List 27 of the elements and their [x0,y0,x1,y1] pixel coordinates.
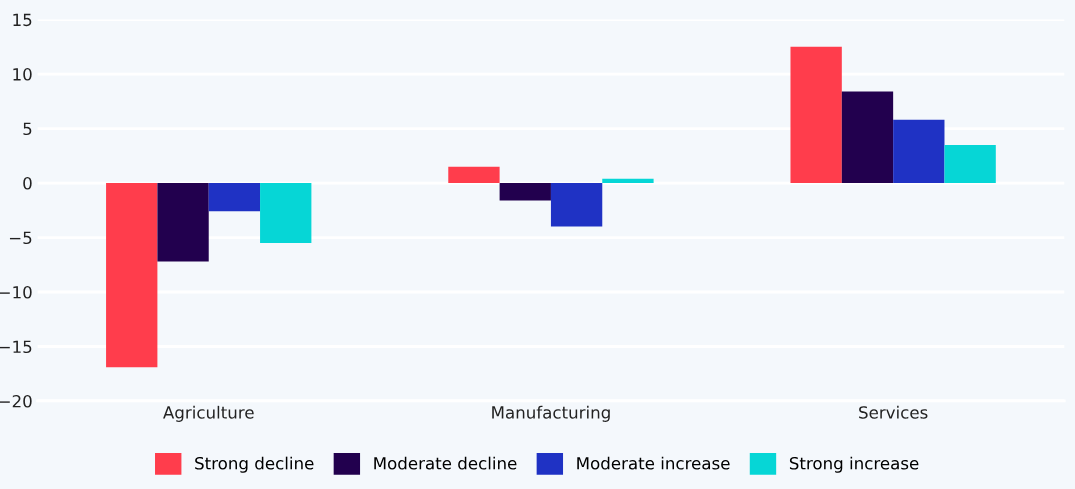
bar [448,166,500,184]
bar [260,183,312,243]
bar [106,183,158,368]
bar [499,183,551,201]
legend-label: Moderate decline [374,456,517,470]
bar [550,183,603,227]
bar [944,144,996,184]
y-tick-label: 0 [23,176,32,190]
bar [157,183,209,262]
y-tick-label: 15 [13,13,32,27]
bar [841,91,894,184]
x-tick-label: Services [859,405,928,419]
y-tick-label: −15 [0,340,32,354]
legend-label: Strong decline [195,456,314,473]
x-tick-label: Agriculture [163,405,254,422]
bar [893,119,945,184]
y-tick-label: 10 [13,68,32,81]
y-tick-label: −5 [9,231,32,245]
legend-label: Moderate increase [577,456,730,470]
x-tick-label: Manufacturing [492,405,610,422]
bar [790,46,842,184]
y-tick-label: −20 [0,394,32,408]
bar [208,183,261,212]
y-tick-label: −10 [0,285,32,299]
bar [602,178,654,184]
y-tick-label: 5 [23,122,32,136]
legend-label: Strong increase [789,456,919,473]
